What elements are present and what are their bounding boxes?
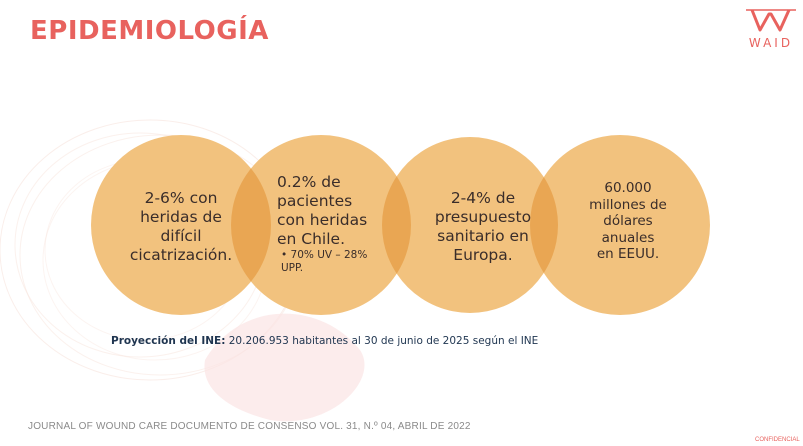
circle-chile xyxy=(231,135,411,315)
circle-europe xyxy=(382,137,558,313)
circle-2-bullet: • 70% UV – 28% UPP. xyxy=(281,249,368,274)
circle-1-text: 2-6% con heridas de difícil cicatrizació… xyxy=(129,189,233,264)
circle-2-text: 0.2% de pacientes con heridas en Chile. xyxy=(277,173,368,248)
circle-4-text: 60.000 millones de dólares anuales en EE… xyxy=(589,180,667,262)
logo-text: WAID xyxy=(748,36,794,50)
circle-usa xyxy=(530,135,710,315)
waid-logo-icon xyxy=(746,9,796,32)
source-citation: JOURNAL OF WOUND CARE DOCUMENTO DE CONSE… xyxy=(28,421,471,432)
projection-text: 20.206.953 habitantes al 30 de junio de … xyxy=(225,335,539,347)
confidential-label: CONFIDENCIAL xyxy=(755,437,800,443)
circle-3-text: 2-4% de presupuesto sanitario en Europa. xyxy=(434,189,532,264)
circle-difficult-healing xyxy=(91,135,271,315)
page-title: EPIDEMIOLOGÍA xyxy=(30,16,269,46)
projection-label: Proyección del INE: xyxy=(111,335,226,347)
projection-note: Proyección del INE: 20.206.953 habitante… xyxy=(111,335,538,347)
